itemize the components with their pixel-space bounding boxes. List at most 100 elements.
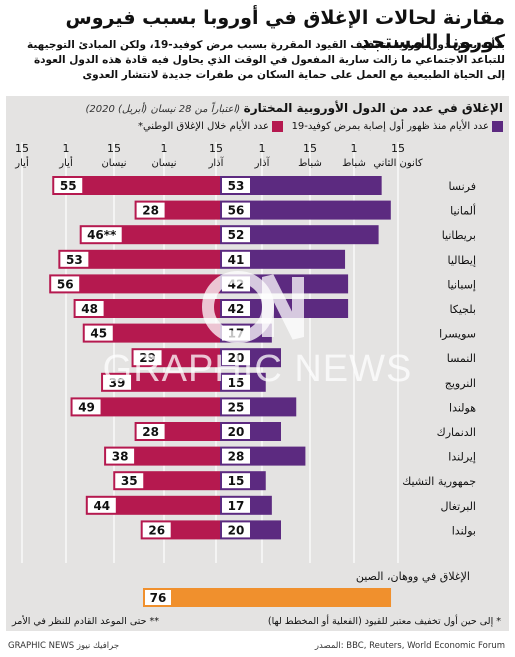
value-box-after xyxy=(72,399,101,415)
tick-label-day: 15 xyxy=(15,142,29,155)
tick-label-month: نيسان xyxy=(151,158,176,169)
tick-label-day: 1 xyxy=(351,142,358,155)
bar-after xyxy=(58,249,220,269)
value-box-before xyxy=(222,350,250,366)
country-label: سويسرا xyxy=(439,328,476,341)
value-label-after: 49 xyxy=(78,400,95,414)
tick-label-day: 15 xyxy=(391,142,405,155)
value-label-before: 17 xyxy=(228,327,245,341)
bar-after xyxy=(82,323,220,343)
value-box-after xyxy=(133,350,162,366)
source-line: المصدر: BBC, Reuters, World Economic For… xyxy=(314,641,505,651)
value-box-after xyxy=(136,424,165,439)
value-label-before: 25 xyxy=(228,400,245,414)
value-box-before xyxy=(222,497,250,513)
subtitle-text: الإغلاق في عدد من الدول الأوروبية المختا… xyxy=(243,101,503,115)
value-box-after xyxy=(75,301,104,316)
country-label: بولندا xyxy=(452,524,476,537)
value-box-after xyxy=(81,227,122,243)
tick-label-month: آذار xyxy=(208,156,225,169)
value-box-after xyxy=(103,374,132,390)
tick-label-month: شباط xyxy=(298,158,322,169)
value-box-after xyxy=(84,325,113,341)
bar-after xyxy=(85,495,220,515)
tick-label-day: 1 xyxy=(259,142,266,155)
country-label: إيطاليا xyxy=(447,254,476,267)
tick-label-month: كانون الثاني xyxy=(373,158,423,169)
value-label-before: 15 xyxy=(228,376,245,390)
value-label-after: 38 xyxy=(112,450,129,464)
tick-label-day: 15 xyxy=(303,142,317,155)
value-label-before: 56 xyxy=(228,204,245,218)
chart-subtitle: الإغلاق في عدد من الدول الأوروبية المختا… xyxy=(13,101,503,115)
tick-label-month: نيسان xyxy=(101,158,126,169)
tick-label-month: شباط xyxy=(342,158,366,169)
value-label-after: 28 xyxy=(142,204,159,218)
value-label-after: 48 xyxy=(81,302,98,316)
brand-line: GRAPHIC NEWS جرافيك نيوز xyxy=(8,641,120,651)
value-box-after xyxy=(106,448,135,464)
country-label: ألمانيا xyxy=(450,204,476,218)
bar-after xyxy=(49,274,221,294)
value-label-after: 44 xyxy=(93,499,110,513)
legend-swatch-before xyxy=(492,121,503,132)
legend-swatch-after xyxy=(272,121,283,132)
value-label-after: 29 xyxy=(139,351,156,365)
tick-label-day: 15 xyxy=(107,142,121,155)
legend-label-before: عدد الأيام منذ ظهور أول إصابة بمرض كوفيد… xyxy=(291,121,489,132)
value-label-before: 53 xyxy=(228,179,245,193)
country-label: النرويج xyxy=(445,377,476,390)
bar-wuhan xyxy=(143,588,392,607)
page-title: مقارنة لحالات الإغلاق في أوروبا بسبب فير… xyxy=(65,7,506,53)
value-box-before xyxy=(222,473,250,489)
wuhan-label: الإغلاق في ووهان، الصين xyxy=(356,570,470,583)
value-box-before xyxy=(222,522,250,538)
value-box-after xyxy=(51,276,80,292)
tick-label-day: 15 xyxy=(209,142,223,155)
footnote-right: * إلى حين أول تخفيف معتبر للقيود (الفعلي… xyxy=(267,616,501,627)
country-label: البرتغال xyxy=(440,500,476,513)
value-label-before: 28 xyxy=(228,450,245,464)
country-label: إيرلندا xyxy=(448,451,476,464)
country-label: الدنمارك xyxy=(437,426,476,439)
value-box-wuhan xyxy=(145,590,171,605)
value-label-before: 20 xyxy=(228,425,245,439)
value-label-after: 26 xyxy=(148,523,165,537)
value-box-before xyxy=(222,374,250,390)
intro-text: بدأت بعض دول أوروبا بتخفيف القيود المقرر… xyxy=(26,39,505,81)
legend-before: عدد الأيام منذ ظهور أول إصابة بمرض كوفيد… xyxy=(292,121,503,132)
tick-label-day: 1 xyxy=(161,142,168,155)
value-box-after xyxy=(115,473,144,489)
value-box-after xyxy=(60,251,89,267)
legend-label-after: عدد الأيام خلال الإغلاق الوطني* xyxy=(137,121,269,132)
value-box-before xyxy=(222,251,250,267)
footnote-left: ** حتى الموعد القادم للنظر في الأمر xyxy=(12,616,159,627)
value-label-after: 55 xyxy=(60,179,77,193)
value-label-wuhan: 76 xyxy=(150,591,167,605)
bar-before xyxy=(220,249,346,269)
country-label: النمسا xyxy=(447,352,476,365)
value-box-before xyxy=(222,202,250,218)
value-box-before xyxy=(222,227,250,243)
value-label-after: 35 xyxy=(121,474,138,488)
bar-after xyxy=(70,397,220,417)
value-box-after xyxy=(87,497,116,513)
bar-after xyxy=(52,176,220,195)
bar-after xyxy=(73,299,220,318)
value-box-after xyxy=(142,522,171,538)
value-label-before: 52 xyxy=(228,228,245,242)
value-box-before xyxy=(222,399,250,415)
tick-label-month: أيار xyxy=(14,156,29,169)
country-label: إسبانيا xyxy=(447,278,476,291)
value-label-before: 15 xyxy=(228,474,245,488)
value-label-after: 56 xyxy=(57,277,74,291)
legend-after: عدد الأيام خلال الإغلاق الوطني* xyxy=(138,121,283,132)
tick-label-month: أيار xyxy=(58,156,73,169)
value-label-before: 20 xyxy=(228,523,245,537)
value-label-after: 53 xyxy=(66,253,83,267)
tick-label-day: 1 xyxy=(63,142,70,155)
country-label: جمهورية التشيك xyxy=(402,475,476,488)
value-label-after: 28 xyxy=(142,425,159,439)
value-label-after: 39 xyxy=(109,376,126,390)
